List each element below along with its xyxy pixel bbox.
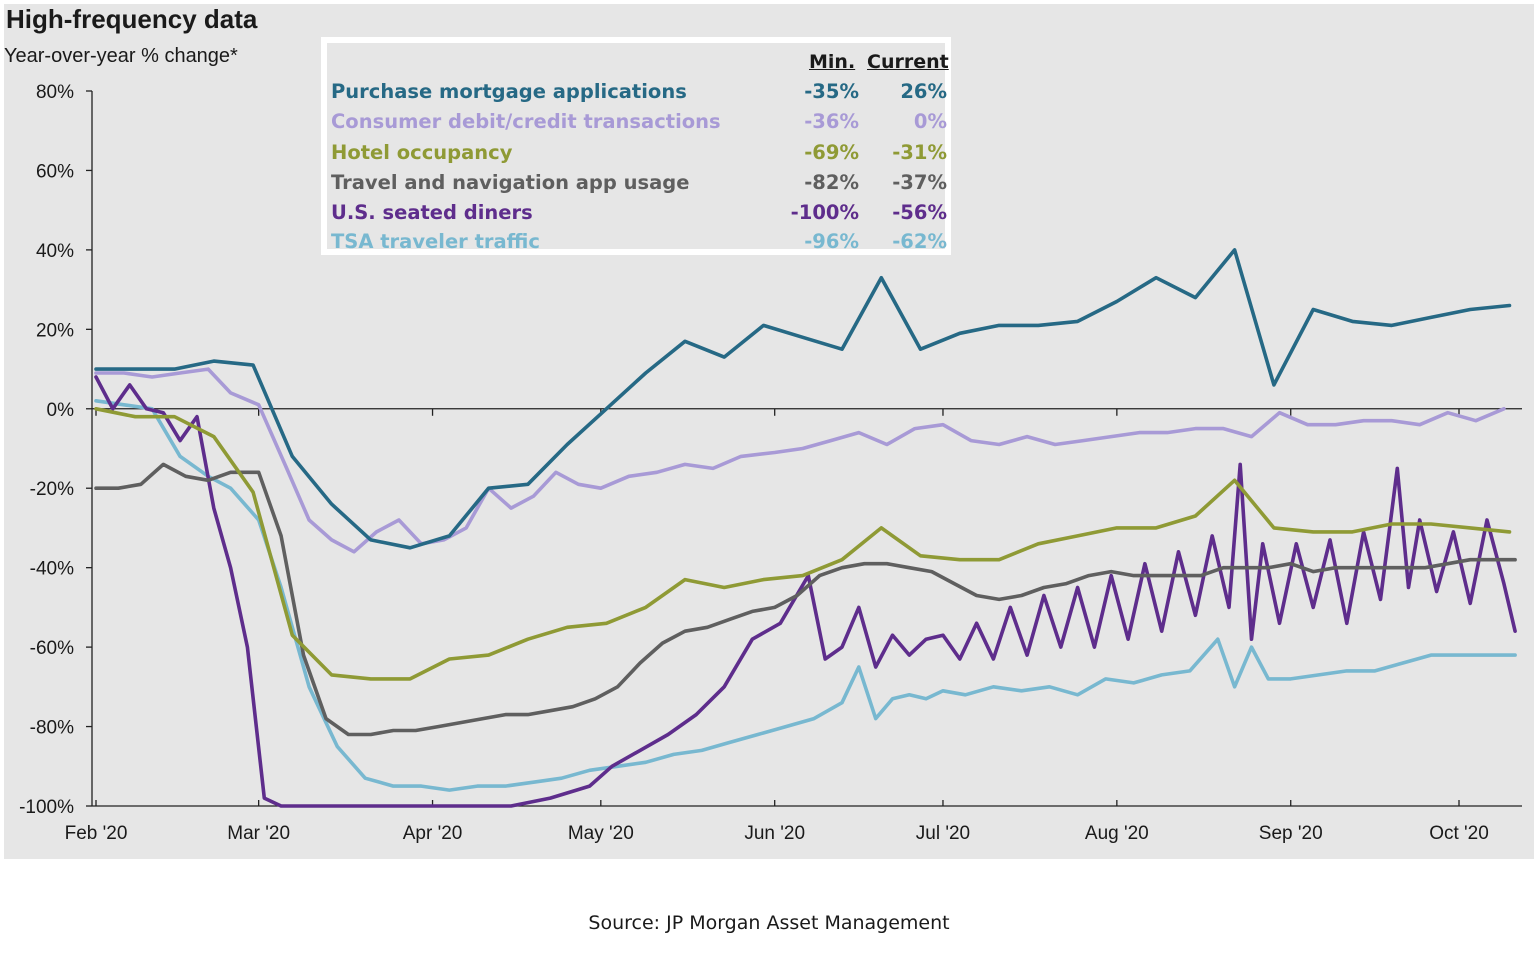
- legend-row: Purchase mortgage applications -35% 26%: [331, 80, 947, 110]
- source-note: Source: JP Morgan Asset Management: [588, 912, 950, 934]
- legend-current-value: 26%: [900, 80, 947, 103]
- legend-min-value: -96%: [804, 230, 859, 253]
- x-tick-label: Mar '20: [227, 823, 290, 844]
- legend-series-name: Travel and navigation app usage: [331, 171, 690, 194]
- legend-series-name: Consumer debit/credit transactions: [331, 110, 721, 133]
- y-tick-label: 40%: [36, 241, 74, 262]
- legend-row: Hotel occupancy -69% -31%: [331, 141, 947, 171]
- y-tick-label: -60%: [30, 638, 74, 659]
- x-tick-label: Sep '20: [1259, 823, 1323, 844]
- series-line-consumer-debit-credit-transactions: [94, 367, 1506, 554]
- legend-series-name: Hotel occupancy: [331, 141, 513, 164]
- series-line-u-s-seated-diners: [94, 375, 1517, 808]
- legend-current-value: -56%: [892, 201, 947, 224]
- legend-series-name: TSA traveler traffic: [331, 230, 540, 253]
- legend-min-value: -69%: [804, 141, 859, 164]
- y-tick-label: -40%: [30, 559, 74, 580]
- legend-current-value: -62%: [892, 230, 947, 253]
- series-line-hotel-occupancy: [94, 406, 1512, 681]
- chart-title: High-frequency data: [6, 4, 258, 34]
- chart-subtitle: Year-over-year % change*: [4, 45, 238, 67]
- legend-row: U.S. seated diners -100% -56%: [331, 201, 947, 231]
- legend-row: Consumer debit/credit transactions -36% …: [331, 110, 947, 140]
- y-tick-label: -20%: [30, 479, 74, 500]
- legend-min-header: Min.: [809, 51, 856, 73]
- legend-series-name: Purchase mortgage applications: [331, 80, 687, 103]
- x-tick-label: May '20: [568, 823, 634, 844]
- x-tick-label: Oct '20: [1429, 823, 1489, 844]
- chart-series: [94, 248, 1517, 808]
- x-tick-label: Feb '20: [65, 823, 128, 844]
- legend-row: TSA traveler traffic -96% -62%: [331, 230, 947, 260]
- legend-current-header: Current: [867, 51, 949, 73]
- y-tick-label: -80%: [30, 718, 74, 739]
- x-tick-label: Aug '20: [1085, 823, 1149, 844]
- legend-table: Min. Current Purchase mortgage applicati…: [321, 37, 951, 255]
- legend-current-value: -31%: [892, 141, 947, 164]
- y-tick-label: 0%: [47, 400, 75, 421]
- legend-min-value: -35%: [804, 80, 859, 103]
- chart-axes: 80% 60% 40% 20% 0% -20% -40% -60% -80% -100% Feb '…: [19, 82, 1522, 844]
- legend-min-value: -82%: [804, 171, 859, 194]
- legend-current-value: 0%: [913, 110, 947, 133]
- y-tick-label: -100%: [19, 797, 74, 818]
- legend-min-value: -100%: [790, 201, 859, 224]
- x-tick-label: Jul '20: [916, 823, 970, 844]
- y-tick-label: 60%: [36, 161, 74, 182]
- x-tick-label: Jun '20: [744, 823, 805, 844]
- series-line-travel-and-navigation-app-usage: [94, 462, 1517, 737]
- legend-series-name: U.S. seated diners: [331, 201, 533, 224]
- y-tick-label: 80%: [36, 82, 74, 103]
- x-tick-label: Apr '20: [403, 823, 463, 844]
- y-tick-label: 20%: [36, 320, 74, 341]
- legend-current-value: -37%: [892, 171, 947, 194]
- legend-min-value: -36%: [804, 110, 859, 133]
- legend-row: Travel and navigation app usage -82% -37…: [331, 171, 947, 201]
- series-line-tsa-traveler-traffic: [94, 398, 1517, 792]
- series-line-purchase-mortgage-applications: [94, 248, 1512, 550]
